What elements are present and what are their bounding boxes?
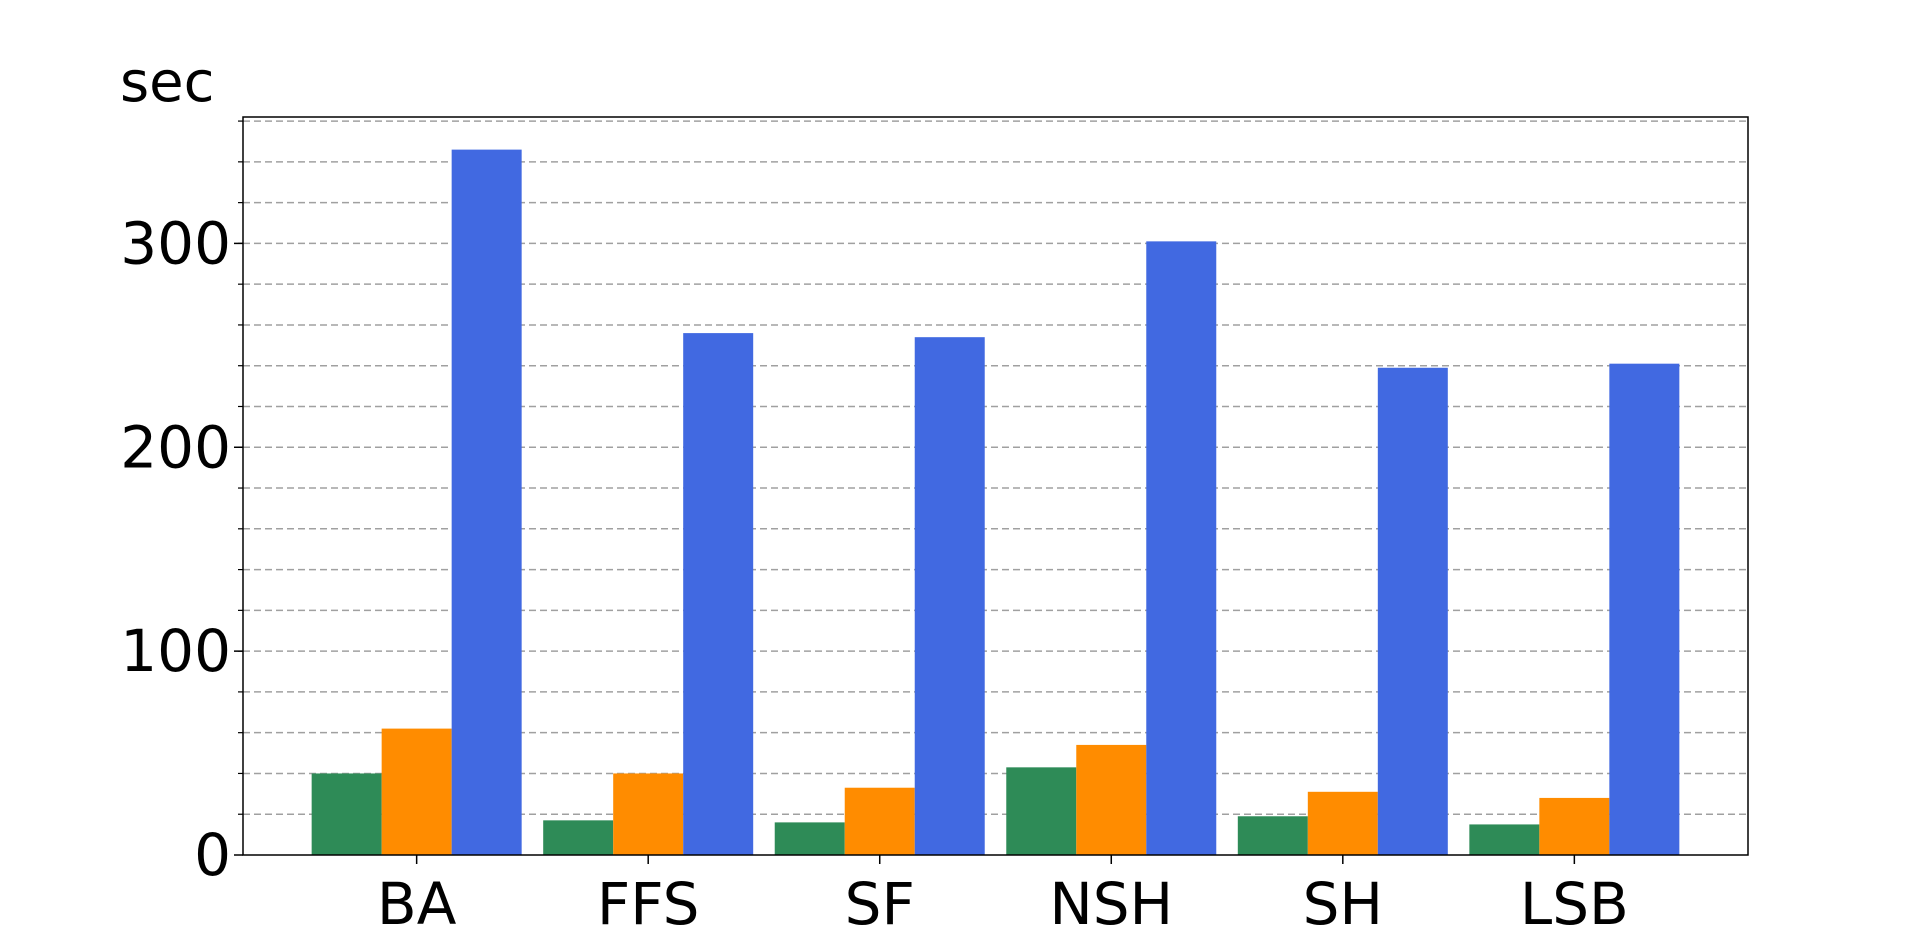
plot-frame <box>242 116 1749 856</box>
bar-nsh-0 <box>1006 767 1077 855</box>
bars <box>311 149 1680 856</box>
y-tick-label: 100 <box>120 617 231 685</box>
bar-sh-1 <box>1307 791 1378 855</box>
bar-sf-0 <box>774 822 845 855</box>
bar-ba-0 <box>311 773 382 855</box>
bar-ffs-1 <box>613 773 684 855</box>
bar-ffs-0 <box>543 820 614 855</box>
bar-ba-2 <box>451 149 522 856</box>
bar-ffs-2 <box>683 333 754 855</box>
x-tick-label: SH <box>1303 870 1383 938</box>
x-tick-label: BA <box>377 870 457 938</box>
y-tick-labels: 0 100 200 300 <box>120 209 231 889</box>
tick-marks <box>234 120 1576 864</box>
x-tick-label: LSB <box>1520 870 1629 938</box>
y-tick-label: 0 <box>194 821 231 889</box>
grid-lines <box>243 120 1748 815</box>
bar-lsb-0 <box>1469 824 1540 855</box>
bar-lsb-1 <box>1539 797 1610 855</box>
x-tick-labels: BA FFS SF NSH SH LSB <box>377 870 1629 938</box>
x-tick-label: NSH <box>1049 870 1173 938</box>
bar-sh-2 <box>1377 367 1448 855</box>
bar-nsh-2 <box>1146 241 1217 855</box>
bar-nsh-1 <box>1076 744 1147 855</box>
bar-sh-0 <box>1237 816 1308 855</box>
bar-lsb-2 <box>1609 363 1680 855</box>
y-axis-unit-label: sec <box>120 50 214 115</box>
y-tick-label: 300 <box>120 209 231 277</box>
x-tick-label: FFS <box>597 870 700 938</box>
bar-ba-1 <box>381 728 452 855</box>
bar-sf-1 <box>844 787 915 855</box>
x-tick-label: SF <box>845 870 915 938</box>
y-tick-label: 200 <box>120 413 231 481</box>
bar-sf-2 <box>914 337 985 856</box>
